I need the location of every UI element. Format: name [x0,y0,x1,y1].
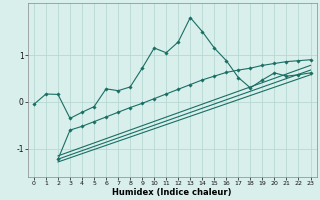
X-axis label: Humidex (Indice chaleur): Humidex (Indice chaleur) [113,188,232,197]
